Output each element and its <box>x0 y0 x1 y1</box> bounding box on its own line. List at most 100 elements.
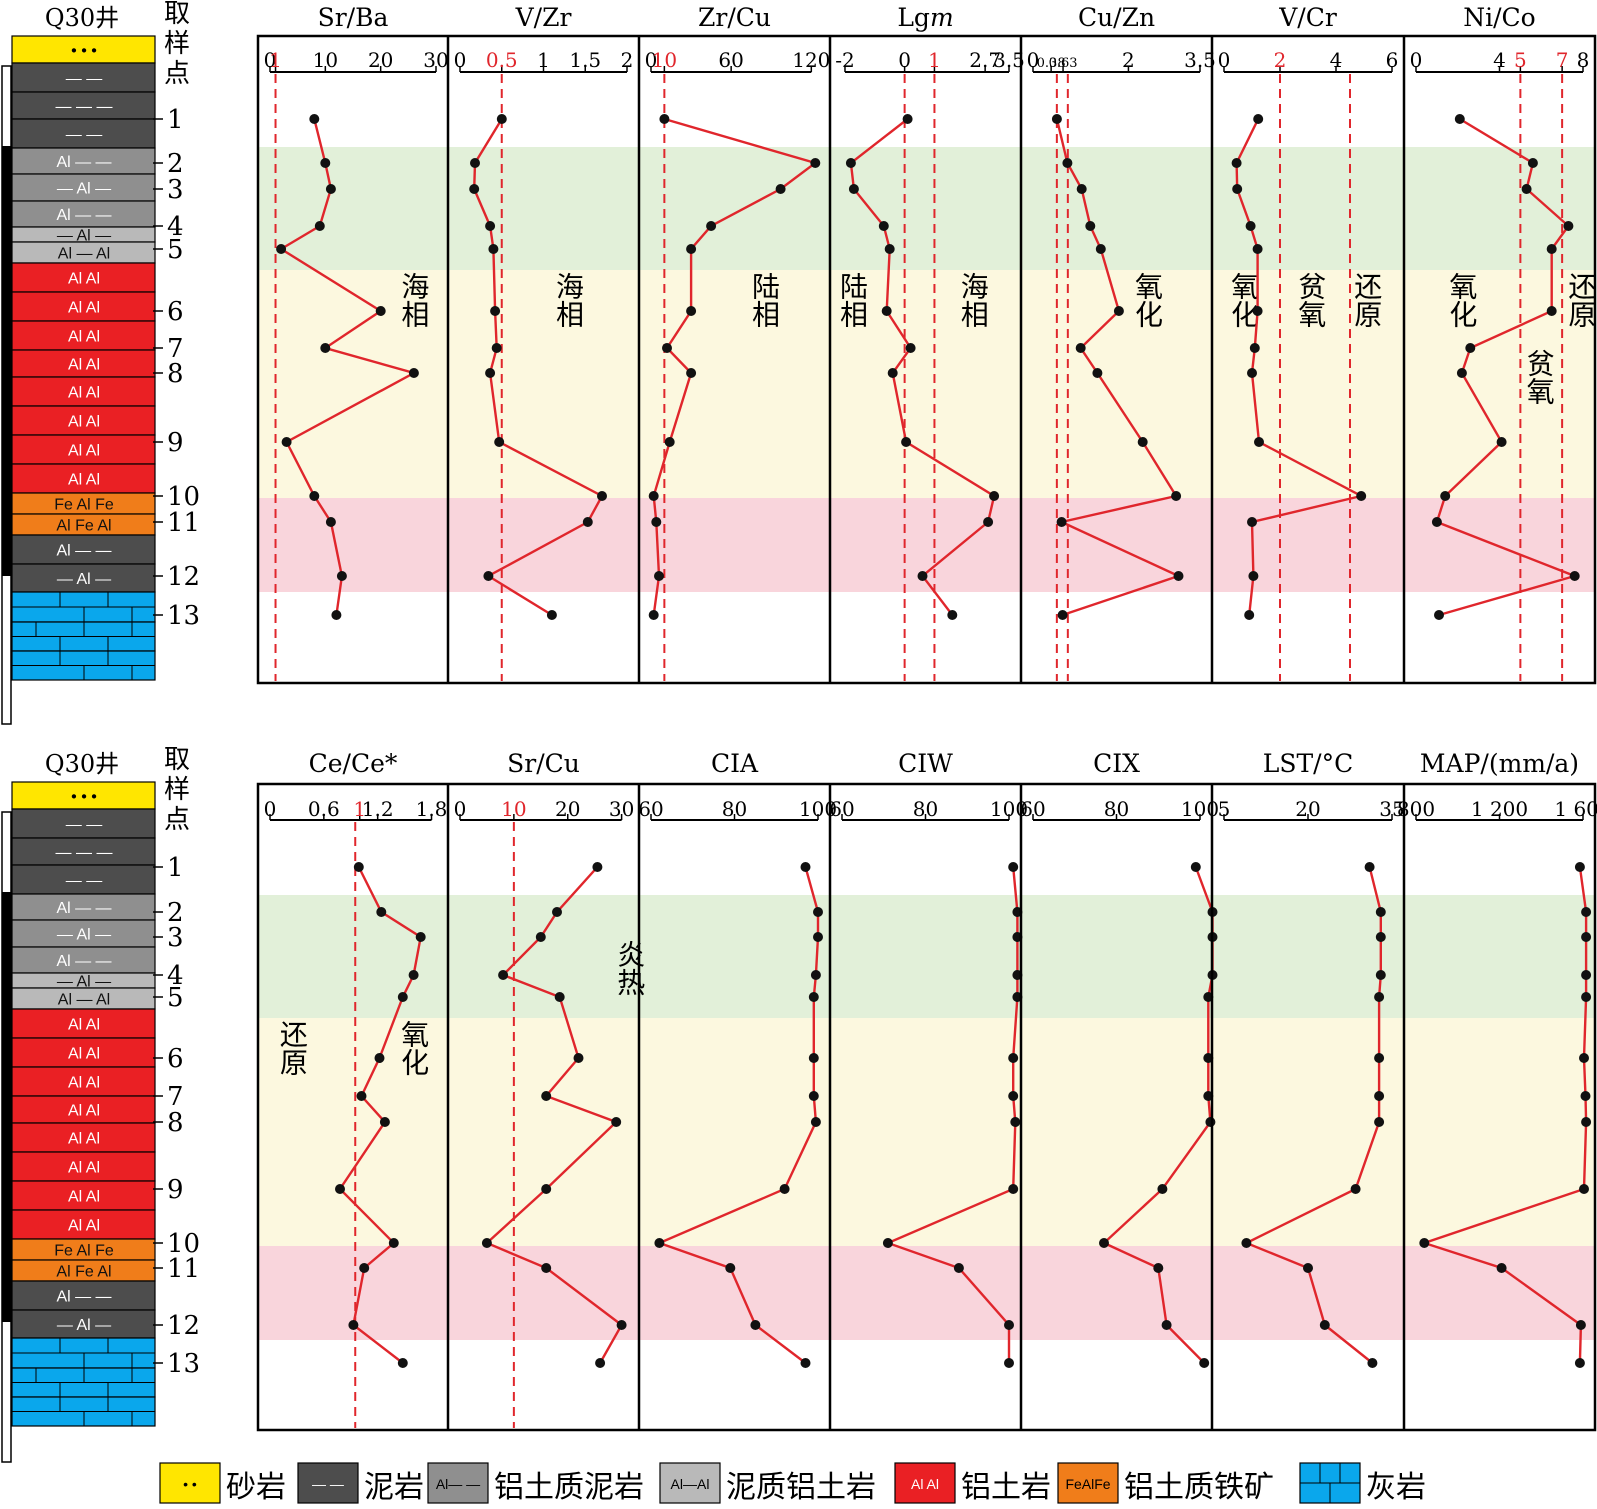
zone-band-green <box>258 895 1595 1018</box>
zone-band-green <box>258 147 1595 270</box>
zone-band-yellow <box>258 270 1595 498</box>
x-tick-label: 20 <box>1295 797 1320 821</box>
chart-8: Sr/Cu 0 10 20 30 炎热 <box>454 749 646 1428</box>
x-tick-label: 1 <box>928 48 941 72</box>
chart-title: MAP/(mm/a) <box>1420 749 1579 778</box>
zone-band-pink <box>258 1246 1595 1340</box>
x-tick-label: 0 <box>1410 48 1423 72</box>
data-point <box>1247 517 1257 527</box>
data-point <box>1367 1358 1378 1368</box>
x-tick-label: 2 <box>1274 48 1287 72</box>
x-tick-label: 1 200 <box>1471 797 1528 821</box>
x-tick-label: 10 <box>501 797 526 821</box>
chart-title: Ni/Co <box>1463 3 1535 32</box>
annotation-label: 氧化 <box>1445 272 1478 328</box>
data-point <box>485 368 496 378</box>
x-tick-label: 0 <box>1218 48 1231 72</box>
data-point <box>1375 970 1386 980</box>
data-point <box>800 862 811 872</box>
lithology-pattern-text: Al Fe Al <box>56 1264 111 1281</box>
data-point <box>1574 1358 1585 1368</box>
data-point <box>1254 437 1264 447</box>
x-tick-label: 80 <box>722 797 747 821</box>
data-point <box>1099 1238 1109 1248</box>
lithology-pattern-text: — Al — <box>57 1317 111 1334</box>
chart-frame <box>256 34 1597 685</box>
data-point <box>662 343 672 353</box>
sample-label: 9 <box>167 428 184 458</box>
lithology-pattern-text: Al — — <box>56 1289 111 1306</box>
data-point <box>353 862 364 872</box>
data-point <box>335 1184 345 1194</box>
sample-axis-label-char: 样 <box>164 29 190 59</box>
data-point <box>882 1238 893 1248</box>
data-point <box>309 114 320 124</box>
data-point <box>488 244 499 254</box>
sample-axis-label-char: 取 <box>164 745 190 775</box>
data-point <box>1232 184 1243 194</box>
well-label: Q30井 <box>45 4 119 32</box>
annotation-label: 氧化 <box>1131 272 1164 328</box>
data-point <box>408 970 419 980</box>
x-tick-label: 1 600 <box>1554 797 1597 821</box>
data-point <box>808 1053 819 1063</box>
data-point <box>415 932 426 942</box>
data-point <box>1563 221 1574 231</box>
data-point <box>535 932 546 942</box>
data-point <box>887 368 898 378</box>
x-tick-label: -2 <box>835 48 854 72</box>
annotation-label: 陆相 <box>836 272 869 328</box>
data-point <box>388 1238 399 1248</box>
data-point <box>356 1091 367 1101</box>
data-point <box>314 221 325 231</box>
sample-label: 11 <box>167 508 200 538</box>
lithology-pattern-text: Al Al <box>68 1131 100 1148</box>
data-point <box>611 1117 622 1127</box>
lithology-mudstone <box>11 837 156 866</box>
zone-band-yellow <box>258 1018 1595 1246</box>
data-point <box>884 244 895 254</box>
chart-7: Ce/Ce* 0 0.6 11.2 1.8 还原 氧化 <box>264 749 447 1428</box>
data-point <box>654 571 664 581</box>
sample-label: 4 <box>167 212 184 242</box>
data-point <box>541 1263 552 1273</box>
data-point <box>1085 221 1096 231</box>
data-point <box>1231 158 1242 168</box>
data-point <box>1205 1117 1216 1127</box>
data-point <box>485 221 496 231</box>
sample-label: 3 <box>167 923 184 953</box>
depth-bar-fill <box>2 892 11 1322</box>
legend-label: 铝土质铁矿 <box>1124 1470 1274 1505</box>
data-point <box>1008 862 1019 872</box>
chart-title: CIA <box>711 749 759 778</box>
data-point <box>659 114 670 124</box>
data-point <box>1247 368 1257 378</box>
data-point <box>953 1263 964 1273</box>
x-tick-label: 7 <box>1556 48 1569 72</box>
data-point <box>1440 491 1451 501</box>
data-point <box>1581 907 1592 917</box>
data-point <box>947 610 958 620</box>
data-point <box>1004 1320 1014 1330</box>
chart-title: V/Cr <box>1278 3 1337 32</box>
data-point <box>1075 343 1086 353</box>
data-point <box>810 158 821 168</box>
lithology-pattern-text: Al Fe Al <box>56 518 111 535</box>
data-point <box>1051 114 1062 124</box>
data-point <box>1113 306 1124 316</box>
data-point <box>379 1117 390 1127</box>
lithology-pattern-text: Al — Al <box>58 992 110 1009</box>
data-point <box>1319 1320 1330 1330</box>
annotation-label: 海相 <box>552 272 585 328</box>
data-point <box>1010 1117 1021 1127</box>
lithology-pattern-text: — — <box>66 71 102 88</box>
x-tick-label: 100 <box>1181 797 1219 821</box>
x-tick-label: 4 <box>1330 48 1343 72</box>
annotation-label: 氧化 <box>1227 272 1260 328</box>
data-point <box>1375 907 1386 917</box>
lithology-pattern-text: Al Al <box>68 271 100 288</box>
chart-title: Cu/Zn <box>1078 3 1155 32</box>
data-point <box>1374 1053 1385 1063</box>
